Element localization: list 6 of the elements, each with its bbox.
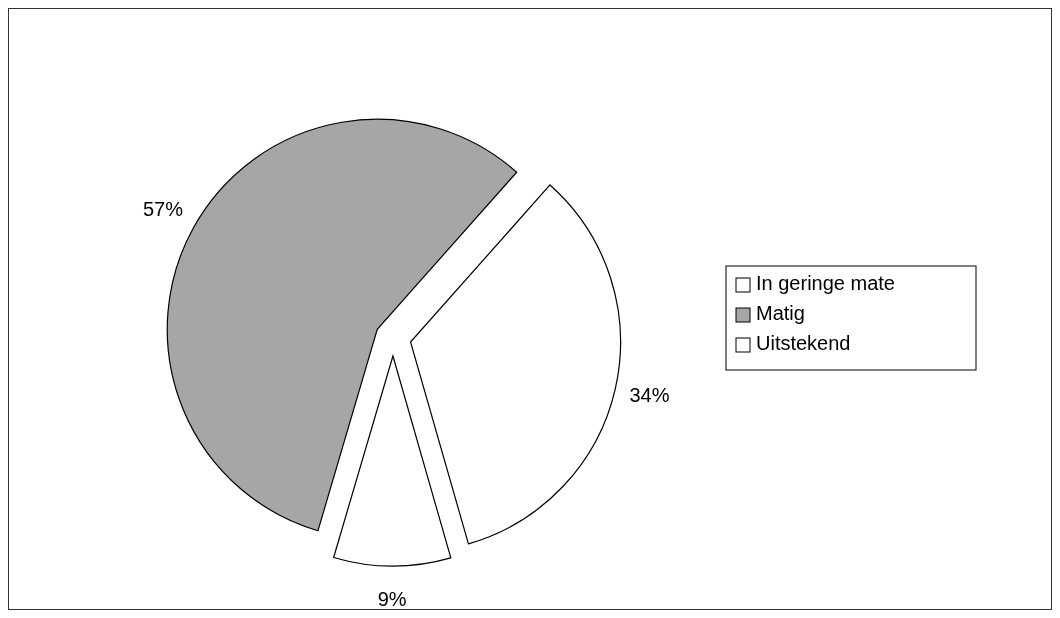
data-label: 34%: [629, 383, 670, 406]
legend-label: Matig: [756, 302, 805, 325]
legend-label: In geringe mate: [756, 272, 895, 295]
legend-label: Uitstekend: [756, 332, 851, 355]
data-label: 57%: [142, 197, 184, 220]
data-label: 9%: [377, 588, 407, 611]
